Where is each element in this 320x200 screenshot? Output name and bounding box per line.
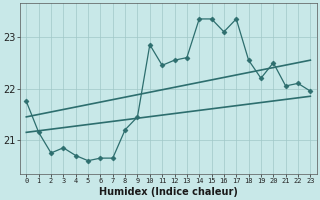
X-axis label: Humidex (Indice chaleur): Humidex (Indice chaleur) <box>99 187 238 197</box>
